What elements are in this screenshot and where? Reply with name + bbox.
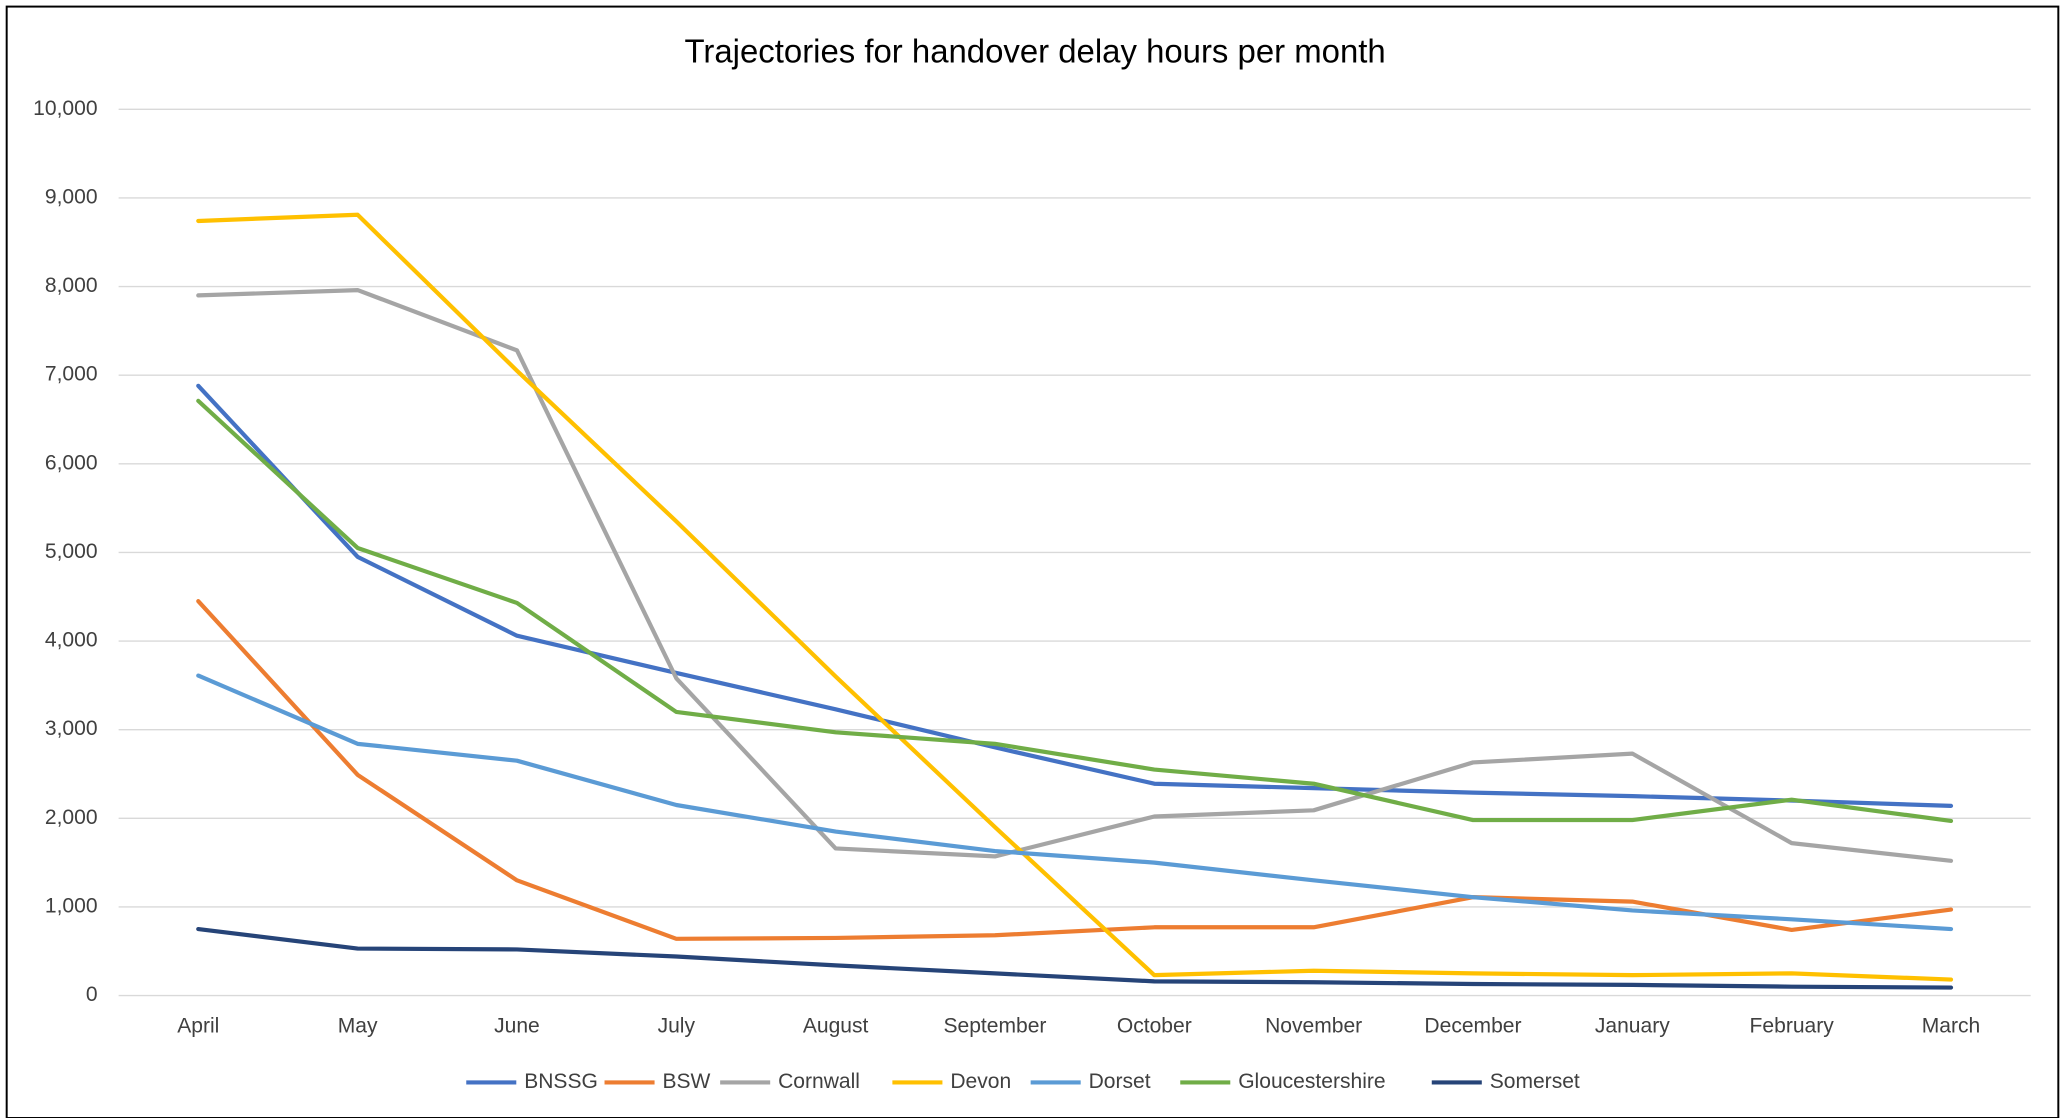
legend-label: Gloucestershire (1238, 1070, 1385, 1093)
series-line (196, 673, 1954, 932)
y-tick-label: 8,000 (45, 274, 98, 297)
series-line (196, 926, 1954, 990)
legend-label: Somerset (1490, 1070, 1580, 1093)
y-tick-label: 10,000 (33, 97, 97, 120)
x-tick-label: February (1750, 1015, 1835, 1038)
legend-label: Dorset (1089, 1070, 1151, 1093)
legend-label: Cornwall (778, 1070, 860, 1093)
y-tick-label: 6,000 (45, 451, 98, 474)
y-tick-label: 3,000 (45, 717, 98, 740)
series-line (196, 212, 1954, 982)
chart-title: Trajectories for handover delay hours pe… (685, 33, 1386, 70)
y-tick-label: 5,000 (45, 540, 98, 563)
series-line (196, 287, 1954, 863)
x-tick-label: July (658, 1015, 696, 1038)
x-tick-label: May (338, 1015, 378, 1038)
x-tick-label: April (177, 1015, 219, 1038)
x-tick-label: September (943, 1015, 1046, 1038)
x-tick-label: November (1265, 1015, 1362, 1038)
y-tick-label: 9,000 (45, 185, 98, 208)
legend-label: Devon (950, 1070, 1011, 1093)
x-tick-label: June (494, 1015, 540, 1038)
legend-label: BNSSG (524, 1070, 598, 1093)
chart-border (5, 5, 2060, 1118)
y-tick-label: 0 (86, 983, 98, 1006)
x-tick-label: January (1595, 1015, 1670, 1038)
y-tick-label: 7,000 (45, 363, 98, 386)
series-line (196, 398, 1954, 824)
legend-label: BSW (662, 1070, 710, 1093)
y-tick-label: 2,000 (45, 806, 98, 829)
x-tick-label: October (1117, 1015, 1192, 1038)
y-tick-label: 4,000 (45, 629, 98, 652)
x-tick-label: December (1424, 1015, 1521, 1038)
x-tick-label: August (803, 1015, 869, 1038)
x-tick-label: March (1922, 1015, 1980, 1038)
series-line (196, 383, 1954, 808)
y-tick-label: 1,000 (45, 894, 98, 917)
series-line (196, 599, 1954, 941)
